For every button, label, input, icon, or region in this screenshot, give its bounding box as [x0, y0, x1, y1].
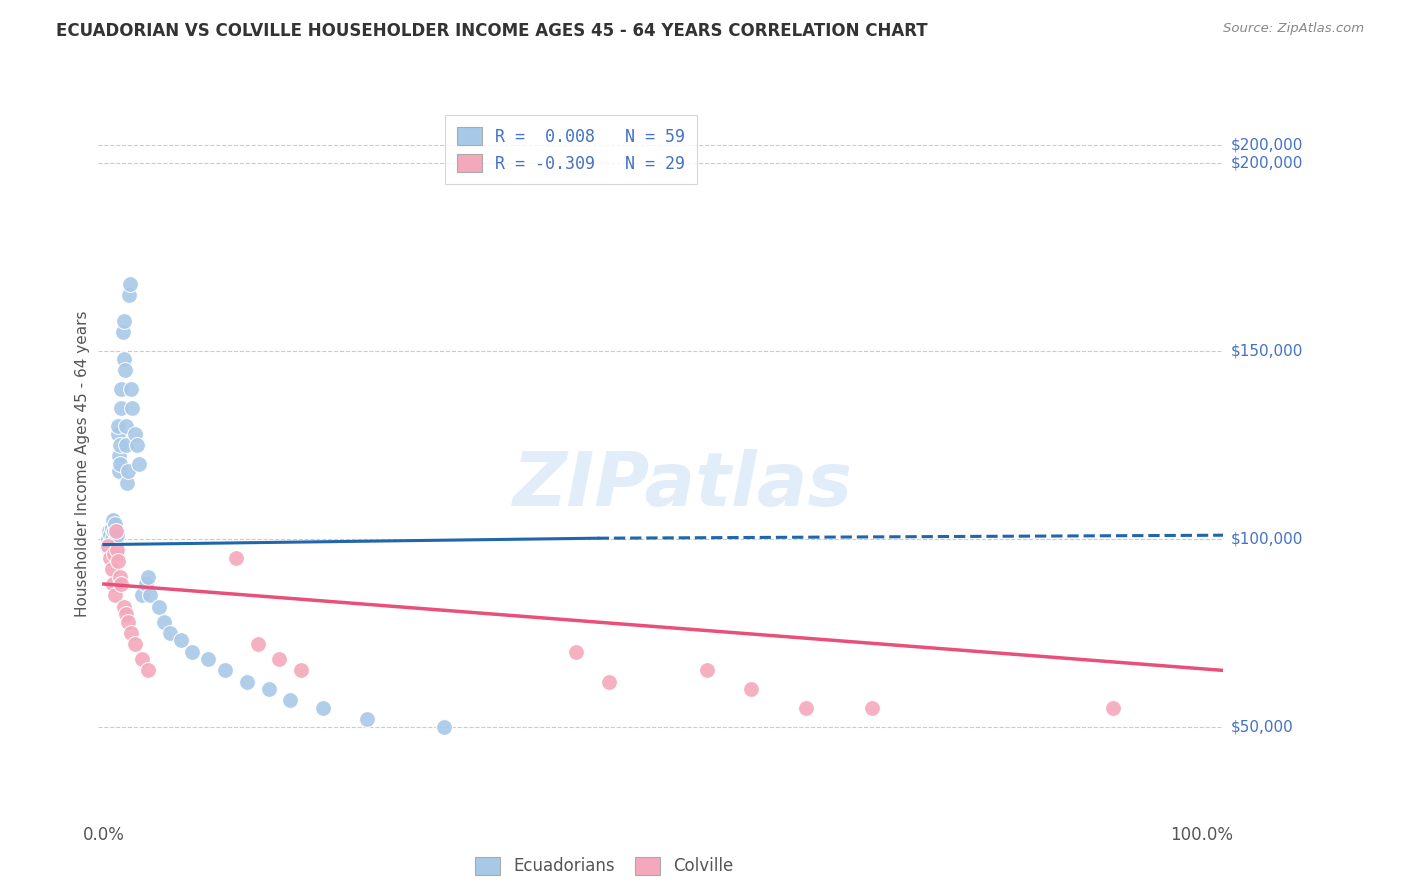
Point: [115, 419, 138, 434]
Point: [111, 326, 134, 340]
Point: [107, 554, 129, 568]
Point: [197, 652, 219, 666]
Point: [118, 288, 141, 302]
Point: [125, 438, 148, 452]
Point: [110, 438, 132, 452]
Point: [98, 543, 121, 558]
Point: [104, 516, 127, 531]
Point: [105, 543, 128, 558]
Point: [107, 426, 129, 441]
Point: [860, 701, 883, 715]
Point: [110, 401, 132, 415]
Point: [100, 521, 122, 535]
Point: [110, 569, 132, 583]
Point: [110, 382, 132, 396]
Point: [104, 543, 127, 558]
Point: [246, 637, 269, 651]
Point: [104, 532, 127, 546]
Point: [433, 720, 456, 734]
Point: [131, 588, 153, 602]
Point: [101, 540, 124, 554]
Point: [1102, 701, 1125, 715]
Point: [136, 664, 159, 678]
Point: [103, 547, 125, 561]
Point: [180, 645, 202, 659]
Point: [100, 528, 122, 542]
Text: Source: ZipAtlas.com: Source: ZipAtlas.com: [1223, 22, 1364, 36]
Y-axis label: Householder Income Ages 45 - 64 years: Householder Income Ages 45 - 64 years: [75, 310, 90, 617]
Point: [356, 712, 378, 726]
Point: [104, 540, 127, 554]
Point: [280, 693, 302, 707]
Point: [120, 382, 142, 396]
Point: [115, 607, 138, 621]
Text: $50,000: $50,000: [1230, 719, 1294, 734]
Point: [100, 562, 122, 576]
Point: [121, 401, 143, 415]
Point: [114, 363, 136, 377]
Point: [120, 625, 142, 640]
Point: [257, 682, 280, 697]
Point: [153, 615, 176, 629]
Point: [214, 664, 236, 678]
Point: [104, 588, 127, 602]
Point: [97, 540, 120, 554]
Point: [148, 599, 170, 614]
Point: [97, 532, 120, 546]
Text: $200,000: $200,000: [1230, 156, 1302, 171]
Point: [104, 535, 127, 549]
Point: [565, 645, 588, 659]
Point: [794, 701, 817, 715]
Point: [108, 450, 131, 464]
Point: [136, 569, 159, 583]
Point: [110, 577, 132, 591]
Point: [105, 528, 128, 542]
Point: [100, 532, 122, 546]
Point: [128, 457, 150, 471]
Point: [108, 464, 131, 478]
Point: [100, 550, 122, 565]
Point: [110, 457, 132, 471]
Point: [124, 426, 146, 441]
Point: [740, 682, 762, 697]
Point: [112, 351, 135, 366]
Point: [107, 419, 129, 434]
Point: [139, 588, 162, 602]
Point: [135, 577, 157, 591]
Text: $150,000: $150,000: [1230, 343, 1302, 359]
Point: [101, 513, 124, 527]
Point: [290, 664, 312, 678]
Point: [170, 633, 193, 648]
Point: [696, 664, 718, 678]
Text: ZIPatlas: ZIPatlas: [513, 449, 853, 522]
Point: [115, 438, 138, 452]
Point: [105, 547, 128, 561]
Point: [312, 701, 335, 715]
Point: [598, 674, 620, 689]
Text: ECUADORIAN VS COLVILLE HOUSEHOLDER INCOME AGES 45 - 64 YEARS CORRELATION CHART: ECUADORIAN VS COLVILLE HOUSEHOLDER INCOM…: [56, 22, 928, 40]
Point: [101, 577, 124, 591]
Point: [131, 652, 153, 666]
Point: [103, 547, 125, 561]
Text: $200,000: $200,000: [1230, 137, 1302, 153]
Point: [115, 475, 138, 490]
Legend: Ecuadorians, Colville: Ecuadorians, Colville: [467, 848, 742, 884]
Point: [98, 524, 121, 539]
Point: [159, 625, 181, 640]
Point: [117, 464, 139, 478]
Point: [96, 540, 118, 554]
Point: [269, 652, 291, 666]
Point: [100, 535, 122, 549]
Point: [104, 524, 127, 539]
Point: [225, 550, 247, 565]
Point: [103, 524, 125, 539]
Text: $100,000: $100,000: [1230, 532, 1302, 547]
Point: [235, 674, 257, 689]
Point: [124, 637, 146, 651]
Point: [117, 615, 139, 629]
Point: [112, 314, 135, 328]
Point: [112, 599, 135, 614]
Point: [120, 277, 142, 291]
